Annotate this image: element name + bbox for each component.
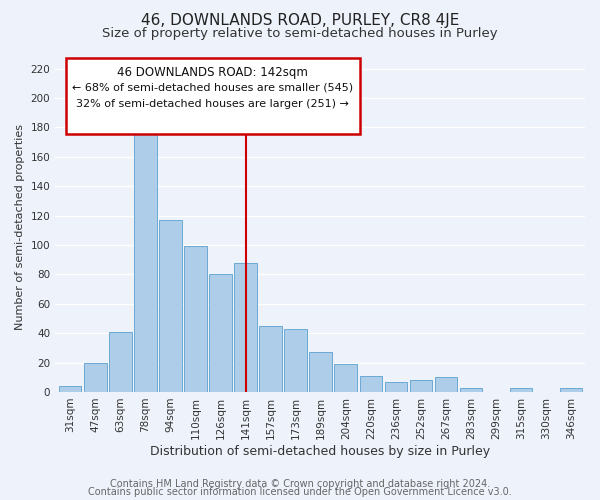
X-axis label: Distribution of semi-detached houses by size in Purley: Distribution of semi-detached houses by … [150, 444, 490, 458]
Bar [310, 352, 332, 392]
Text: 46 DOWNLANDS ROAD: 142sqm: 46 DOWNLANDS ROAD: 142sqm [118, 66, 308, 80]
FancyBboxPatch shape [66, 58, 360, 134]
Bar [184, 246, 207, 392]
Bar [334, 364, 357, 392]
Text: Contains public sector information licensed under the Open Government Licence v3: Contains public sector information licen… [88, 487, 512, 497]
Bar [410, 380, 432, 392]
Text: ← 68% of semi-detached houses are smaller (545): ← 68% of semi-detached houses are smalle… [72, 83, 353, 93]
Y-axis label: Number of semi-detached properties: Number of semi-detached properties [15, 124, 25, 330]
Bar [560, 388, 583, 392]
Bar [234, 262, 257, 392]
Bar [434, 378, 457, 392]
Bar [460, 388, 482, 392]
Bar [159, 220, 182, 392]
Text: Size of property relative to semi-detached houses in Purley: Size of property relative to semi-detach… [102, 28, 498, 40]
Text: 32% of semi-detached houses are larger (251) →: 32% of semi-detached houses are larger (… [76, 100, 349, 110]
Bar [259, 326, 282, 392]
Text: 46, DOWNLANDS ROAD, PURLEY, CR8 4JE: 46, DOWNLANDS ROAD, PURLEY, CR8 4JE [141, 12, 459, 28]
Bar [59, 386, 82, 392]
Bar [109, 332, 131, 392]
Bar [84, 362, 107, 392]
Bar [284, 329, 307, 392]
Bar [134, 128, 157, 392]
Text: Contains HM Land Registry data © Crown copyright and database right 2024.: Contains HM Land Registry data © Crown c… [110, 479, 490, 489]
Bar [385, 382, 407, 392]
Bar [209, 274, 232, 392]
Bar [359, 376, 382, 392]
Bar [510, 388, 532, 392]
